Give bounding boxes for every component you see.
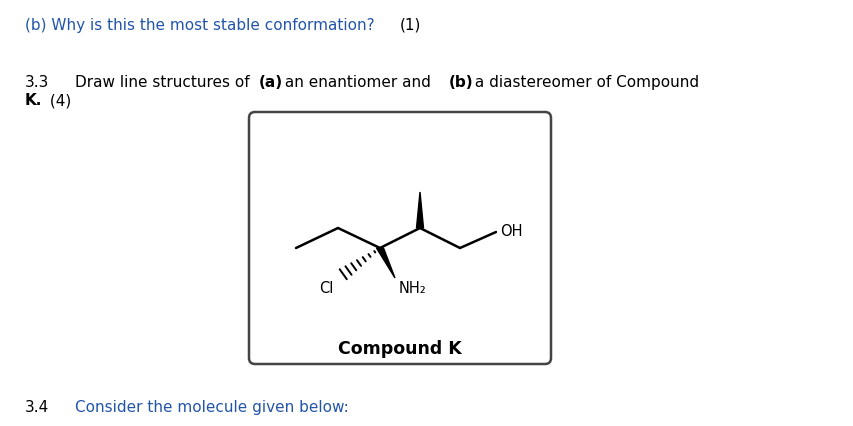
FancyBboxPatch shape [249,112,550,364]
Polygon shape [416,192,423,228]
Text: a diastereomer of Compound: a diastereomer of Compound [469,75,699,90]
Text: 3.4: 3.4 [25,400,49,415]
Text: Consider the molecule given below:: Consider the molecule given below: [75,400,348,415]
Text: Compound K: Compound K [338,340,461,358]
Text: an enantiomer and: an enantiomer and [280,75,435,90]
Text: (4): (4) [45,93,71,108]
Text: (a): (a) [258,75,283,90]
Text: OH: OH [499,225,522,239]
Text: (1): (1) [399,18,421,33]
Text: Cl: Cl [319,281,334,296]
Text: (b): (b) [449,75,473,90]
Polygon shape [376,248,395,278]
Text: NH₂: NH₂ [398,281,426,296]
Text: K.: K. [25,93,43,108]
Text: Draw line structures of: Draw line structures of [75,75,254,90]
Text: (b) Why is this the most stable conformation?: (b) Why is this the most stable conforma… [25,18,374,33]
Text: 3.3: 3.3 [25,75,49,90]
